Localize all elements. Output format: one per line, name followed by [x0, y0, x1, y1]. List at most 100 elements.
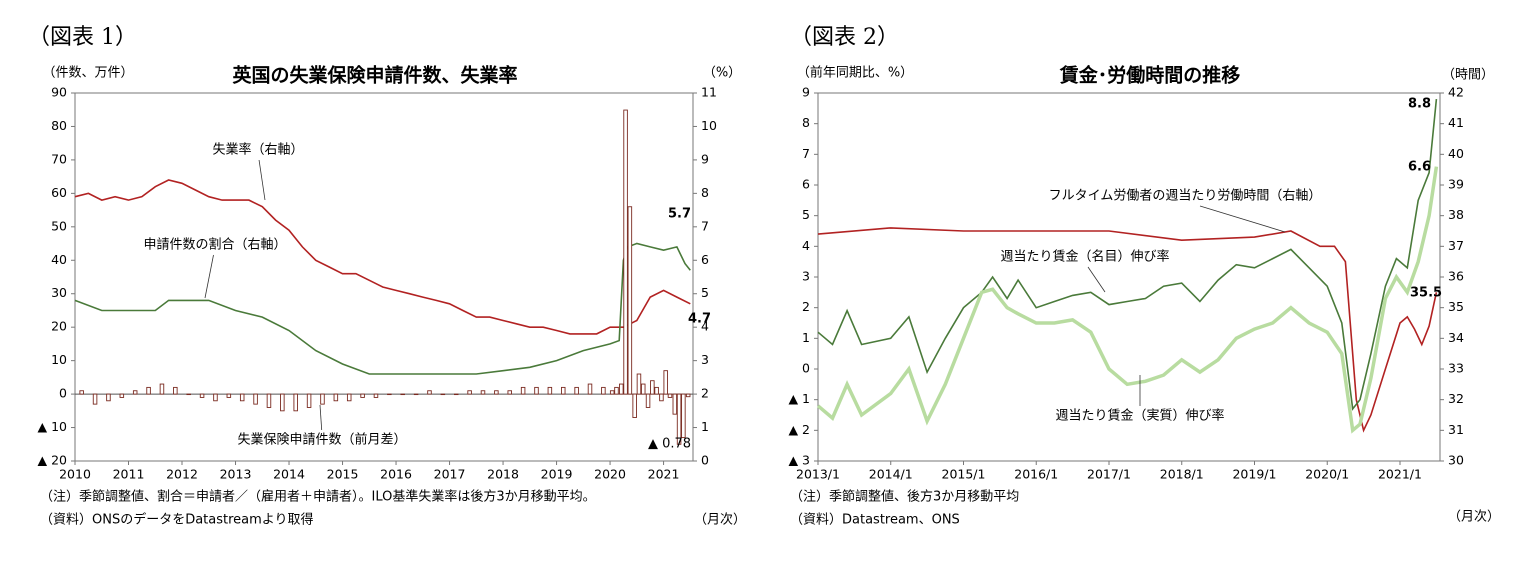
x-tick-label: 2013: [220, 467, 252, 482]
y-tick-label: 2: [802, 299, 810, 314]
y-tick-label: 6: [802, 177, 810, 192]
x-tick-label: 2015/1: [942, 467, 986, 482]
bar: [685, 393, 691, 398]
y2-tick-label: 39: [1448, 177, 1464, 192]
bar: [609, 390, 615, 395]
y2-tick-label: 7: [701, 218, 709, 233]
bar: [453, 393, 459, 396]
x-axis-label: （月次）: [694, 512, 746, 528]
y-tick-label: ▲ 10: [38, 419, 68, 434]
bar: [186, 393, 191, 396]
line: [817, 99, 1438, 411]
bar: [494, 390, 499, 395]
x-tick-label: 2020: [594, 467, 626, 482]
y-tick-label: 7: [802, 146, 810, 161]
x-tick-label: 2017: [434, 467, 466, 482]
x-tick-label: 2021/1: [1378, 467, 1422, 482]
y2-tick-label: 42: [1448, 85, 1464, 100]
y2-tick-label: 4: [701, 319, 709, 334]
x-tick-label: 2019/1: [1232, 467, 1276, 482]
y2-tick-label: 37: [1448, 238, 1464, 253]
y-tick-label: ▲ 2: [788, 422, 810, 437]
note: （注）季節調整値、後方3か月移動平均: [790, 489, 1019, 505]
bar: [654, 386, 659, 395]
x-tick-label: 2011: [113, 467, 145, 482]
line: [74, 242, 691, 375]
bar: [507, 390, 512, 395]
bar: [440, 393, 446, 396]
value-label: 4.7: [688, 312, 711, 327]
y2-tick-label: 6: [701, 252, 709, 267]
y-axis-label: （件数、万件）: [42, 66, 133, 81]
leader-line: [1087, 266, 1106, 293]
x-tick-label: 2013/1: [796, 467, 840, 482]
bar: [266, 393, 272, 408]
line: [74, 179, 691, 335]
y-tick-label: ▲ 3: [788, 453, 810, 468]
y2-tick-label: 31: [1448, 422, 1464, 437]
bar: [387, 393, 392, 396]
y-tick-label: 30: [51, 285, 67, 300]
series-label: 失業保険申請件数（前月差）: [237, 432, 406, 448]
bar: [640, 383, 646, 395]
bar: [636, 373, 642, 395]
bar: [253, 393, 258, 405]
x-tick-label: 2016: [380, 467, 412, 482]
y2-tick-label: 11: [701, 85, 717, 100]
x-tick-label: 2015: [327, 467, 359, 482]
chart-title: 英国の失業保険申請件数、失業率: [232, 64, 517, 87]
bar: [619, 383, 624, 395]
bar: [226, 393, 232, 398]
figure-label: （図表 1）: [28, 25, 137, 50]
x-tick-label: 2012: [166, 467, 198, 482]
figure-label: （図表 2）: [790, 25, 899, 50]
bar: [373, 393, 379, 398]
bar: [574, 386, 579, 395]
bar: [681, 393, 686, 439]
y-tick-label: 10: [51, 352, 67, 367]
y2-axis-label: （%）: [703, 66, 741, 81]
note: （資料）ONSのデータをDatastreamより取得: [40, 512, 314, 528]
bar: [360, 393, 365, 398]
x-tick-label: 2019: [541, 467, 573, 482]
y2-axis-label: （時間）: [1442, 68, 1494, 83]
bar: [623, 109, 628, 395]
bar: [467, 390, 472, 395]
y2-tick-label: 33: [1448, 361, 1464, 376]
x-tick-label: 2020/1: [1305, 467, 1349, 482]
x-tick-label: 2014: [273, 467, 305, 482]
y-tick-label: 90: [51, 85, 67, 100]
note: （資料）Datastream、ONS: [790, 513, 960, 528]
bar: [480, 390, 486, 395]
bar: [306, 393, 312, 408]
x-tick-label: 2014/1: [869, 467, 913, 482]
y-tick-label: ▲ 20: [38, 453, 68, 468]
y2-tick-label: 1: [701, 419, 709, 434]
y-tick-label: 20: [51, 319, 67, 334]
y2-tick-label: 41: [1448, 115, 1464, 130]
bar: [672, 393, 678, 415]
series-label: 週当たり賃金（名目）伸び率: [1000, 249, 1169, 265]
bar: [614, 386, 619, 395]
bar: [547, 386, 553, 395]
y2-tick-label: 30: [1448, 453, 1464, 468]
y2-tick-label: 36: [1448, 269, 1464, 284]
bar: [645, 393, 651, 408]
series-label: 失業率（右軸）: [212, 142, 303, 158]
y2-tick-label: 8: [701, 185, 709, 200]
y2-tick-label: 9: [701, 151, 709, 166]
value-label: 6.6: [1408, 160, 1431, 175]
y-tick-label: 8: [802, 115, 810, 130]
bar: [663, 370, 668, 395]
bar: [676, 393, 682, 445]
leader-line: [204, 254, 214, 299]
bar: [280, 393, 285, 412]
bar: [239, 393, 245, 402]
leader-line: [1199, 205, 1286, 233]
y-tick-label: 3: [802, 269, 810, 284]
bar: [520, 386, 526, 395]
chart-title: 賃金･労働時間の推移: [1059, 64, 1241, 87]
x-tick-label: 2016/1: [1014, 467, 1058, 482]
bar: [632, 393, 637, 418]
